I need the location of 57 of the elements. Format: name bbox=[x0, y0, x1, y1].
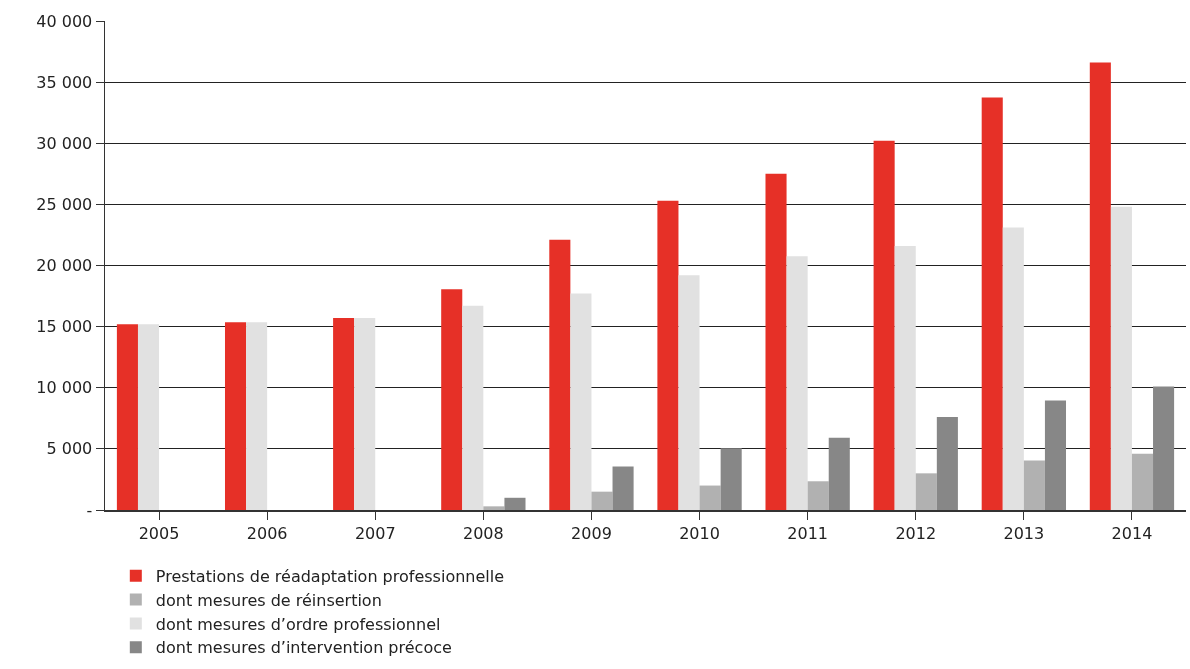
bar bbox=[765, 173, 787, 510]
bar bbox=[1153, 386, 1175, 510]
bar bbox=[894, 245, 916, 510]
y-tick-label: 30 000 bbox=[36, 133, 93, 153]
bar bbox=[137, 324, 160, 510]
bar bbox=[915, 473, 937, 510]
bar bbox=[699, 485, 721, 510]
bar bbox=[1023, 460, 1045, 510]
bar bbox=[504, 497, 526, 510]
bar bbox=[1131, 453, 1154, 510]
x-tick-label: 2008 bbox=[462, 523, 504, 543]
bar bbox=[224, 322, 247, 510]
x-tick-label: 2006 bbox=[246, 523, 288, 543]
y-tick-label: - bbox=[86, 500, 93, 520]
y-tick-label: 40 000 bbox=[36, 11, 93, 31]
x-tick-label: 2014 bbox=[1111, 523, 1153, 543]
bar bbox=[807, 481, 829, 510]
x-tick-label: 2009 bbox=[571, 523, 612, 543]
y-tick-label: 5 000 bbox=[46, 439, 93, 459]
bar bbox=[786, 256, 808, 510]
bar bbox=[873, 140, 895, 510]
bar bbox=[720, 448, 742, 510]
bar bbox=[981, 97, 1003, 510]
bar bbox=[657, 200, 679, 510]
bar bbox=[591, 491, 613, 510]
bar bbox=[549, 239, 571, 510]
y-tick-label: 35 000 bbox=[36, 72, 93, 92]
bar bbox=[354, 318, 376, 510]
x-tick-label: 2007 bbox=[354, 523, 396, 543]
bar bbox=[570, 293, 592, 510]
bar bbox=[612, 466, 634, 510]
legend-label: Prestations de réadaptation professionnelle bbox=[155, 567, 505, 587]
y-tick-label: 20 000 bbox=[36, 256, 93, 276]
x-tick-label: 2012 bbox=[895, 523, 937, 543]
bar bbox=[333, 318, 355, 510]
bar bbox=[116, 324, 138, 510]
x-tick-label: 2005 bbox=[138, 523, 180, 543]
bar bbox=[246, 322, 268, 510]
bar bbox=[1089, 62, 1111, 510]
legend-label: dont mesures de réinsertion bbox=[155, 590, 382, 610]
bar bbox=[1002, 227, 1024, 510]
legend-label: dont mesures d’ordre professionnel bbox=[155, 614, 441, 634]
x-tick-label: 2010 bbox=[679, 523, 720, 543]
x-tick-label: 2011 bbox=[787, 523, 829, 543]
bar bbox=[441, 289, 463, 510]
y-tick-label: 25 000 bbox=[36, 194, 93, 214]
bar bbox=[828, 437, 850, 510]
bar bbox=[936, 417, 958, 510]
bar bbox=[1044, 400, 1067, 510]
bar bbox=[462, 305, 484, 510]
bar bbox=[678, 275, 700, 510]
x-tick-label: 2013 bbox=[1003, 523, 1045, 543]
y-tick-label: 15 000 bbox=[36, 317, 93, 337]
bar bbox=[1110, 206, 1132, 510]
y-tick-label: 10 000 bbox=[36, 378, 93, 398]
bar bbox=[483, 506, 505, 510]
legend-label: dont mesures d’intervention précoce bbox=[155, 638, 452, 658]
